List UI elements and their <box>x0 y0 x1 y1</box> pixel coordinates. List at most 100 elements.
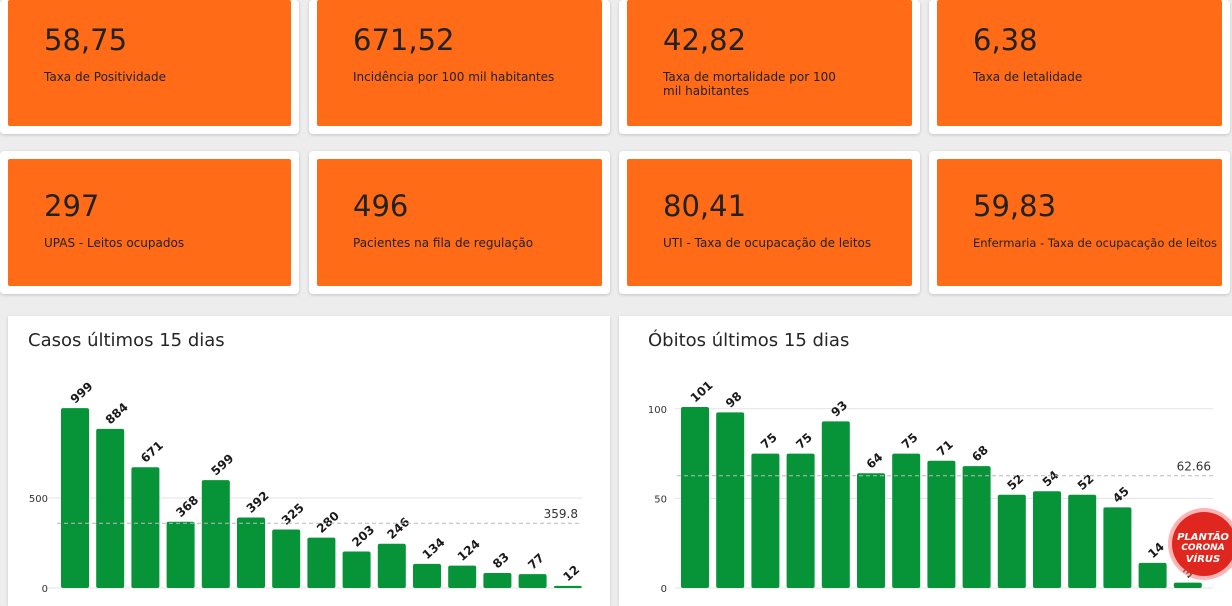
bar[interactable] <box>201 480 230 588</box>
bar[interactable] <box>1138 562 1167 588</box>
bar-data-label: 599 <box>208 451 236 478</box>
kpi-value: 671,52 <box>353 23 455 57</box>
bar-data-label: 45 <box>1110 484 1132 506</box>
bar-data-label: 83 <box>490 550 512 572</box>
kpi-tile: 6,38 Taxa de letalidade <box>937 0 1222 126</box>
bar[interactable] <box>962 466 991 588</box>
plantao-corona-badge[interactable]: PLANTÃO CORONA VÍRUS <box>1172 512 1232 576</box>
kpi-tile: 297 UPAS - Leitos ocupados <box>8 159 291 286</box>
bar-data-label: 98 <box>723 389 745 411</box>
bar-data-label: 52 <box>1004 471 1026 493</box>
bar[interactable] <box>61 408 89 588</box>
bar[interactable] <box>377 543 406 588</box>
badge-line: VÍRUS <box>1185 554 1221 565</box>
kpi-label: Taxa de Positividade <box>44 70 166 84</box>
kpi-card-incidencia: 671,52 Incidência por 100 mil habitantes <box>309 0 610 134</box>
bar-data-label: 14 <box>1145 540 1167 562</box>
bar-data-label: 392 <box>244 488 272 515</box>
bar-data-label: 75 <box>758 430 780 452</box>
y-tick-label: 0 <box>42 584 48 595</box>
bar-data-label: 77 <box>525 551 547 573</box>
average-label: 62.66 <box>1177 460 1211 474</box>
chart-title: Óbitos últimos 15 dias <box>648 330 850 351</box>
bar[interactable] <box>857 473 885 588</box>
bar[interactable] <box>681 407 709 588</box>
kpi-tile: 496 Pacientes na fila de regulação <box>317 159 602 286</box>
bar-data-label: 101 <box>688 378 716 405</box>
kpi-card-positividade: 58,75 Taxa de Positividade <box>0 0 299 134</box>
bar-data-label: 52 <box>1075 471 1097 493</box>
chart-title: Casos últimos 15 dias <box>28 330 225 351</box>
bar[interactable] <box>518 574 547 588</box>
bar-data-label: 671 <box>138 438 166 465</box>
bar-data-label: 68 <box>969 443 991 465</box>
bar-data-label: 999 <box>68 379 96 406</box>
bar-data-label: 124 <box>455 537 483 564</box>
bar-data-label: 64 <box>864 450 886 472</box>
bar-data-label: 280 <box>314 509 342 536</box>
bar[interactable] <box>751 453 780 588</box>
bar-data-label: 54 <box>1040 468 1062 490</box>
y-tick-label: 500 <box>29 494 48 505</box>
kpi-value: 42,82 <box>663 23 747 57</box>
bar-data-label: 75 <box>793 430 815 452</box>
bar[interactable] <box>131 467 160 588</box>
bar-data-label: 203 <box>349 523 377 550</box>
kpi-card-enfermaria: 59,83 Enfermaria - Taxa de ocupacação de… <box>929 151 1230 294</box>
bar[interactable] <box>272 529 301 589</box>
bar[interactable] <box>1103 507 1132 588</box>
bar[interactable] <box>553 585 582 588</box>
kpi-tile: 671,52 Incidência por 100 mil habitantes <box>317 0 602 126</box>
bar[interactable] <box>166 521 195 588</box>
bar[interactable] <box>927 460 956 588</box>
bar[interactable] <box>96 428 125 588</box>
y-tick-label: 0 <box>661 584 667 595</box>
kpi-card-letalidade: 6,38 Taxa de letalidade <box>929 0 1230 134</box>
y-tick-label: 50 <box>654 494 667 505</box>
bar-data-label: 884 <box>103 400 131 427</box>
bar[interactable] <box>483 573 512 588</box>
bar[interactable] <box>413 563 441 588</box>
bar[interactable] <box>448 565 477 588</box>
bar[interactable] <box>892 453 921 588</box>
bar[interactable] <box>342 551 371 588</box>
kpi-card-mortalidade: 42,82 Taxa de mortalidade por 100 mil ha… <box>619 0 920 134</box>
kpi-label: Enfermaria - Taxa de ocupacação de leito… <box>973 236 1218 250</box>
kpi-value: 58,75 <box>44 23 128 57</box>
bar-data-label: 12 <box>560 562 582 584</box>
kpi-tile: 59,83 Enfermaria - Taxa de ocupacação de… <box>937 159 1222 286</box>
kpi-tile: 42,82 Taxa de mortalidade por 100 mil ha… <box>627 0 912 126</box>
kpi-label: Incidência por 100 mil habitantes <box>353 70 555 84</box>
chart-panel-casos: Casos últimos 15 dias 0 500 999 884 671 368 59… <box>8 316 610 606</box>
bar-data-label: 93 <box>828 398 850 420</box>
bar[interactable] <box>716 412 745 588</box>
kpi-label: Taxa de mortalidade por 100 mil habitant… <box>663 70 836 98</box>
kpi-label: UTI - Taxa de ocupacação de leitos <box>663 236 872 250</box>
kpi-label: Taxa de letalidade <box>973 70 1083 84</box>
bar[interactable] <box>1173 582 1202 588</box>
bar[interactable] <box>786 453 815 588</box>
kpi-card-uti: 80,41 UTI - Taxa de ocupacação de leitos <box>619 151 920 294</box>
kpi-value: 6,38 <box>973 23 1038 57</box>
bar-data-label: 246 <box>384 515 412 542</box>
kpi-label: Pacientes na fila de regulação <box>353 236 534 250</box>
kpi-label: UPAS - Leitos ocupados <box>44 236 185 250</box>
average-label: 359.8 <box>544 507 578 521</box>
kpi-value: 59,83 <box>973 189 1057 223</box>
kpi-value: 80,41 <box>663 189 747 223</box>
badge-line: PLANTÃO <box>1177 532 1229 543</box>
bar[interactable] <box>307 537 336 588</box>
chart-panel-obitos: Óbitos últimos 15 dias 0 50 100 101 98 75 75 93… <box>619 316 1232 606</box>
bar[interactable] <box>237 517 265 588</box>
bar[interactable] <box>821 421 850 588</box>
bar[interactable] <box>1068 494 1097 588</box>
kpi-card-fila-regulacao: 496 Pacientes na fila de regulação <box>309 151 610 294</box>
bar-data-label: 71 <box>934 437 956 459</box>
y-tick-label: 100 <box>648 405 667 416</box>
bar-data-label: 75 <box>899 430 921 452</box>
bar[interactable] <box>1033 491 1061 588</box>
bar[interactable] <box>997 494 1026 588</box>
kpi-tile: 58,75 Taxa de Positividade <box>8 0 291 126</box>
